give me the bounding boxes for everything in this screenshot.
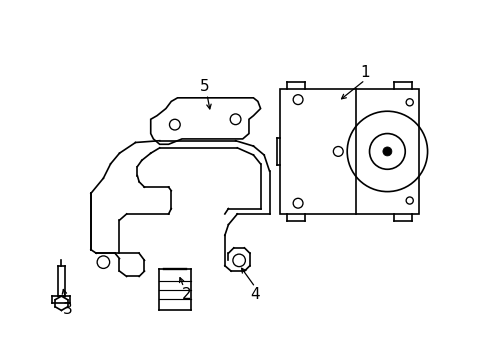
Text: 5: 5	[199, 79, 209, 94]
Circle shape	[382, 147, 391, 156]
Text: 2: 2	[181, 287, 191, 302]
Text: 1: 1	[360, 65, 369, 80]
Text: 3: 3	[62, 302, 72, 317]
Text: 4: 4	[250, 287, 260, 302]
